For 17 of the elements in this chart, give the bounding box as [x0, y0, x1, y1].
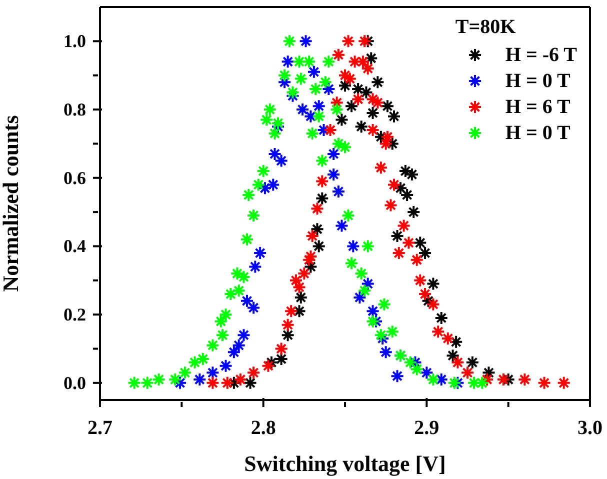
- legend-label: H = 0 T: [505, 69, 570, 94]
- x-axis-title: Switching voltage [V]: [244, 451, 446, 476]
- x-tick-label: 2.8: [250, 417, 276, 439]
- legend-title: T=80K: [455, 15, 517, 40]
- y-axis-title: Normalized counts: [0, 114, 23, 292]
- x-tick-label: 3.0: [578, 417, 602, 439]
- legend-label: H = 0 T: [505, 121, 570, 146]
- y-tick-label: 0.0: [64, 372, 86, 393]
- y-tick-label: 0.2: [64, 304, 86, 325]
- y-tick-label: 0.8: [64, 100, 86, 120]
- y-tick-label: 0.6: [64, 168, 86, 188]
- legend-label: H = -6 T: [505, 43, 577, 68]
- y-tick-label: 1.0: [64, 31, 86, 52]
- y-tick-label: 0.4: [64, 236, 86, 256]
- legend-label: H = 6 T: [505, 95, 570, 120]
- x-tick-label: 2.9: [414, 417, 440, 439]
- x-tick-label: 2.7: [88, 417, 112, 439]
